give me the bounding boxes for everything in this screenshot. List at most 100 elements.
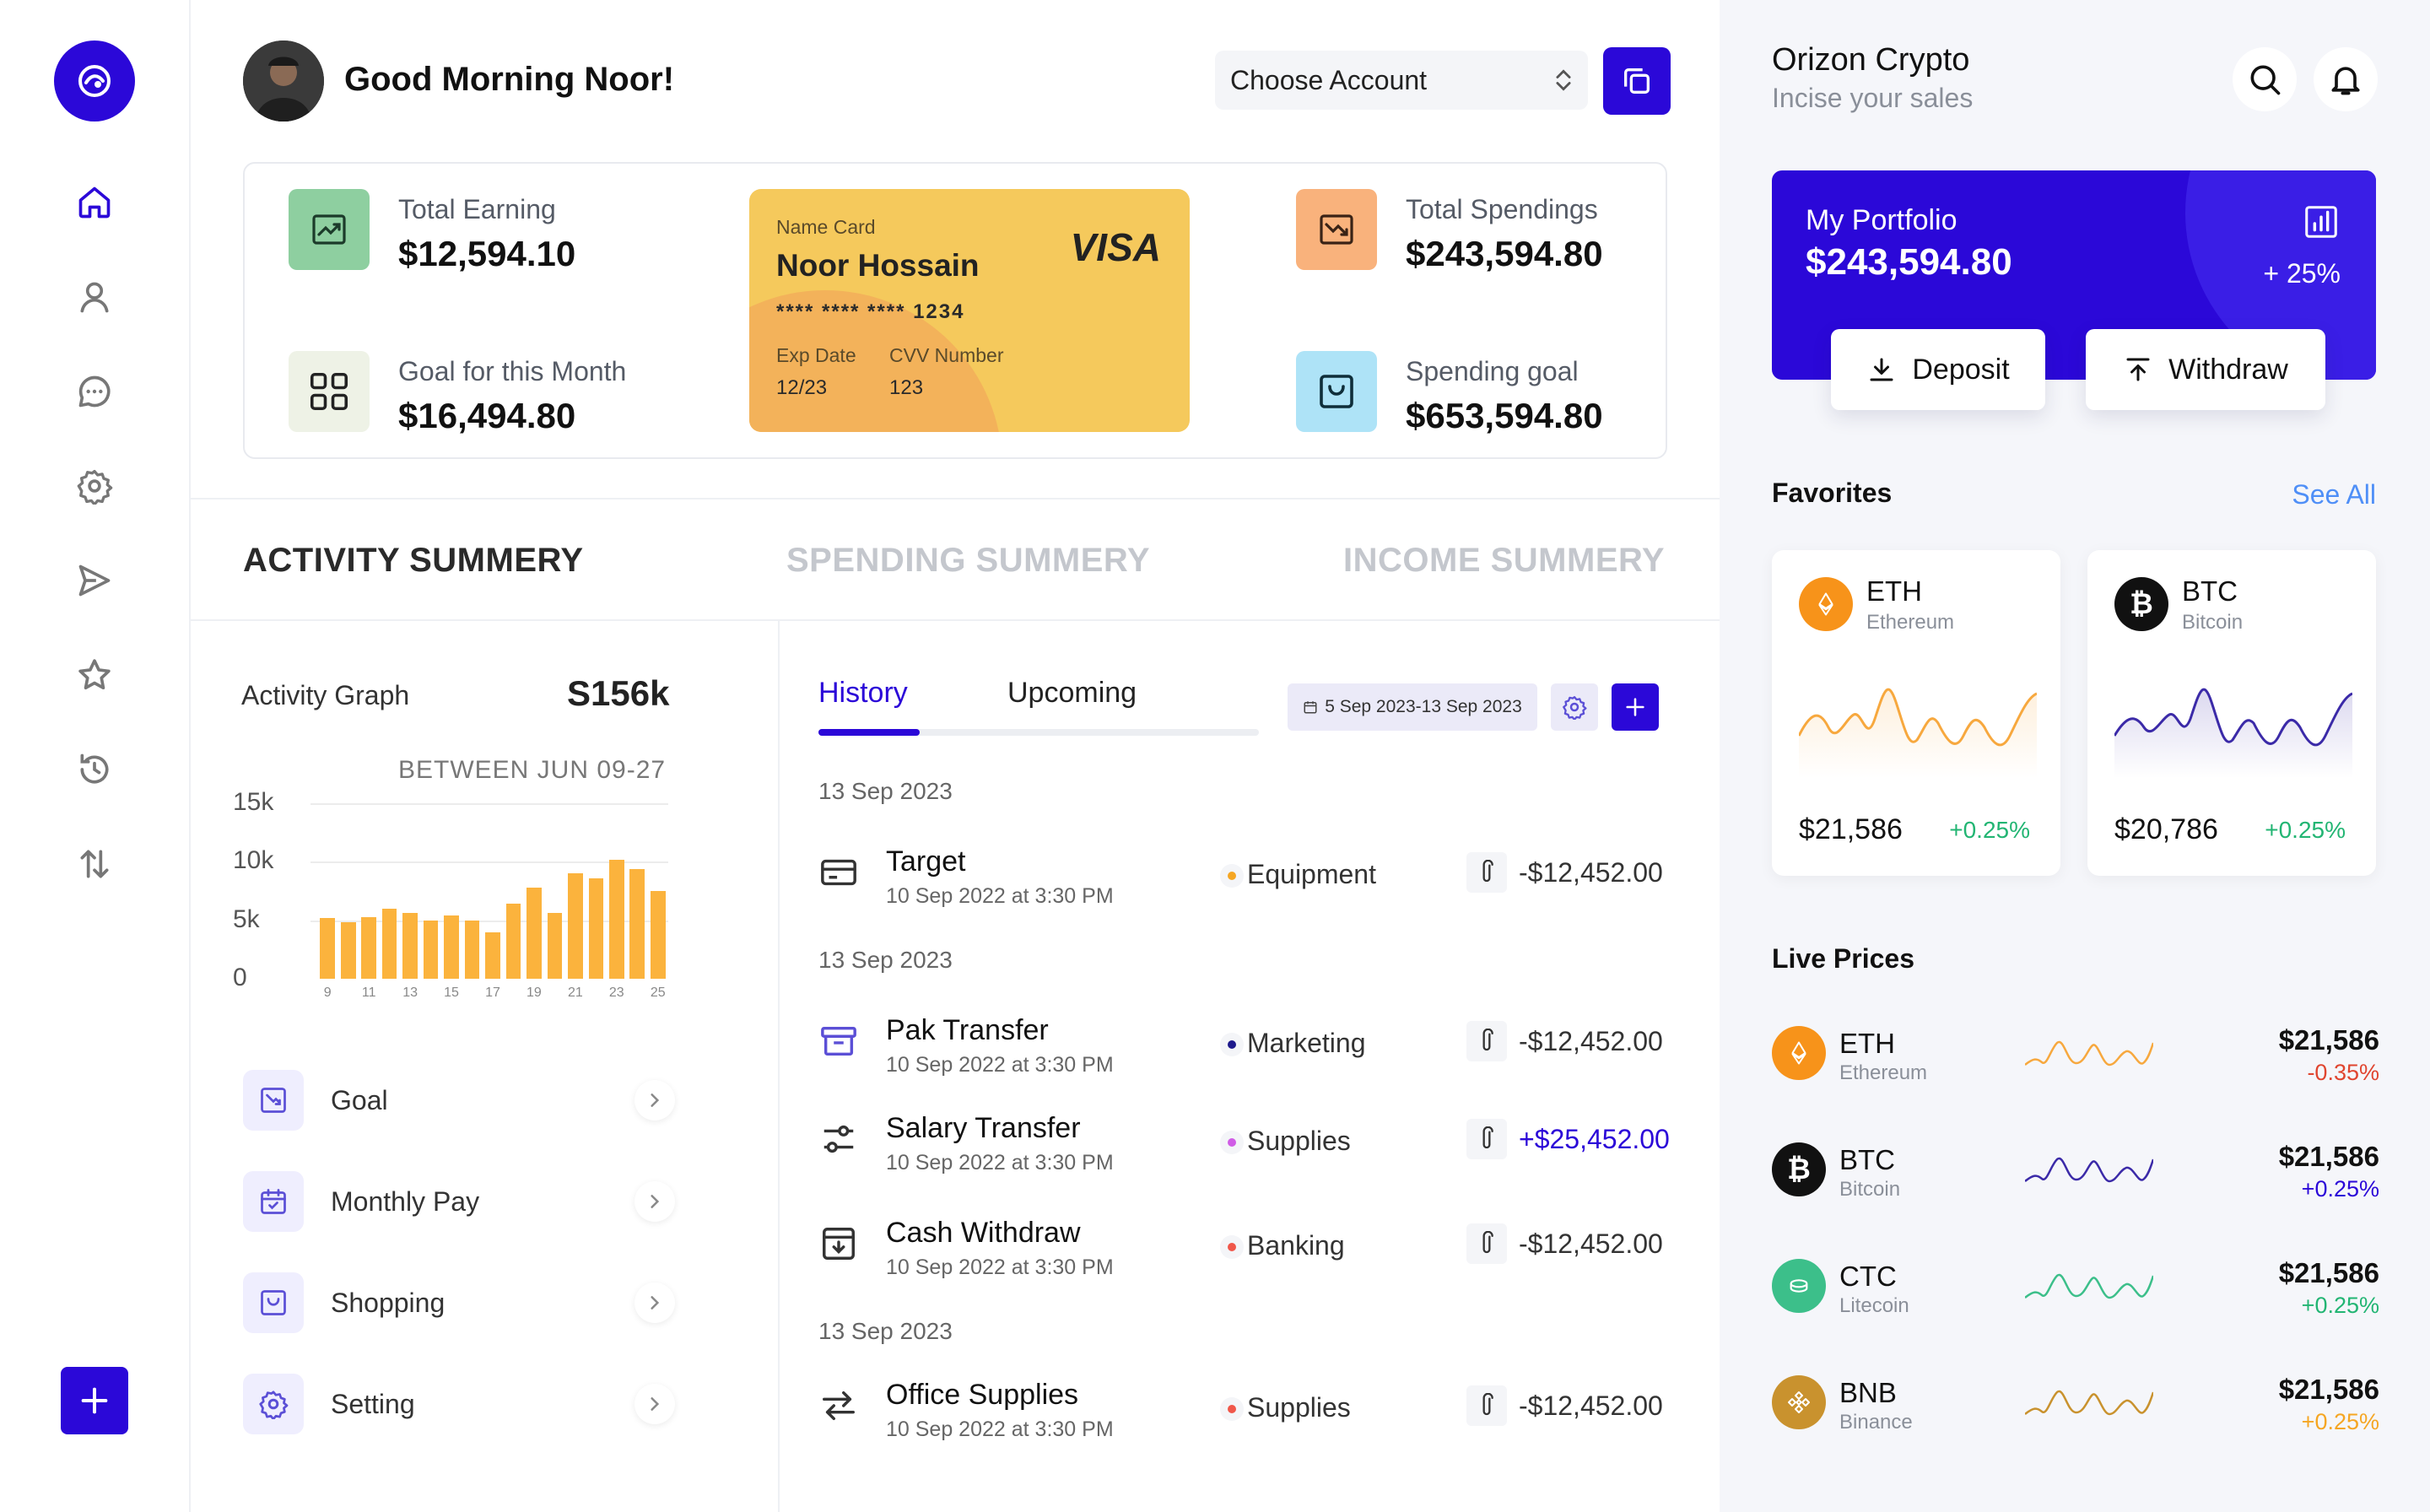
coin-price: $21,586 (2278, 1141, 2379, 1172)
app-logo[interactable] (54, 40, 135, 122)
chevron-right-icon[interactable] (634, 1181, 675, 1222)
tab-income-summery[interactable]: INCOME SUMMERY (1343, 542, 1666, 579)
add-transaction-button[interactable] (1612, 683, 1659, 731)
copy-button[interactable] (1603, 47, 1671, 115)
avatar[interactable] (243, 40, 324, 122)
live-price-row[interactable]: BNB Binance $21,586 +0.25% (1772, 1372, 2379, 1448)
coin-change: +0.25% (2301, 1293, 2379, 1318)
deposit-button[interactable]: Deposit (1831, 329, 2045, 410)
chevron-right-icon[interactable] (634, 1282, 675, 1323)
logo-icon (78, 65, 111, 97)
inbox-icon (243, 1272, 304, 1333)
nav-star-icon[interactable] (71, 651, 118, 699)
trend-up-icon (289, 189, 370, 270)
activity-graph-range: BETWEEN JUN 09-27 (398, 756, 667, 784)
transaction-row[interactable]: Cash Withdraw 10 Sep 2022 at 3:30 PM Ban… (818, 1217, 1696, 1291)
download-box-icon (818, 1223, 859, 1264)
chart-bar (340, 922, 356, 979)
tab-spending-summery[interactable]: SPENDING SUMMERY (786, 542, 1151, 579)
grid-icon (289, 351, 370, 432)
live-price-row[interactable]: ETH Ethereum $21,586 -0.35% (1772, 1023, 2379, 1099)
transaction-name: Salary Transfer (886, 1112, 1081, 1144)
download-icon (1870, 358, 1893, 381)
attachment-icon[interactable] (1466, 1223, 1507, 1264)
nav-send-icon[interactable] (71, 557, 118, 604)
search-button[interactable] (2233, 47, 2297, 111)
copy-icon (1624, 68, 1650, 94)
visa-card[interactable]: Name Card Noor Hossain VISA **** **** **… (749, 189, 1190, 432)
transaction-row[interactable]: Pak Transfer 10 Sep 2022 at 3:30 PM Mark… (818, 1014, 1696, 1088)
favorite-card-btc[interactable]: ₿ BTC Bitcoin $20,786 +0.25% (2087, 550, 2376, 876)
transaction-time: 10 Sep 2022 at 3:30 PM (886, 1418, 1114, 1441)
transaction-row[interactable]: Salary Transfer 10 Sep 2022 at 3:30 PM S… (818, 1112, 1696, 1186)
withdraw-button[interactable]: Withdraw (2086, 329, 2325, 410)
chart-bar (588, 878, 604, 979)
attachment-icon[interactable] (1466, 1021, 1507, 1061)
chart-bar (568, 873, 583, 979)
activity-graph-title: Activity Graph (241, 680, 410, 710)
card-cvv-label: CVV Number (889, 344, 1004, 366)
favorite-card-eth[interactable]: ETH Ethereum $21,586 +0.25% (1772, 550, 2060, 876)
nav-transfer-icon[interactable] (71, 840, 118, 888)
notifications-button[interactable] (2314, 47, 2378, 111)
coin-name: Bitcoin (1839, 1178, 1901, 1201)
attachment-icon[interactable] (1466, 1119, 1507, 1159)
chevron-right-icon[interactable] (634, 1384, 675, 1424)
grid-line (310, 920, 668, 922)
menu-item-goal[interactable]: Goal (243, 1068, 675, 1132)
attachment-icon[interactable] (1466, 1385, 1507, 1426)
menu-item-setting[interactable]: Setting (243, 1372, 675, 1436)
see-all-link[interactable]: See All (2292, 479, 2376, 510)
date-range-picker[interactable]: 5 Sep 2023-13 Sep 2023 (1288, 683, 1537, 731)
transaction-row[interactable]: Office Supplies 10 Sep 2022 at 3:30 PM S… (818, 1379, 1696, 1453)
nav-settings-icon[interactable] (71, 462, 118, 510)
sparkline (2025, 1273, 2153, 1299)
live-price-row[interactable]: CTC Litecoin $21,586 +0.25% (1772, 1256, 2379, 1331)
y-tick-label: 0 (233, 964, 247, 991)
nav-user-icon[interactable] (71, 273, 118, 321)
menu-item-monthly-pay[interactable]: Monthly Pay (243, 1169, 675, 1234)
x-tick-label: 19 (526, 986, 542, 1000)
menu-item-shopping[interactable]: Shopping (243, 1271, 675, 1335)
x-tick-label: 23 (608, 986, 624, 1000)
chart-bar (485, 932, 500, 979)
coin-change: +0.25% (1949, 817, 2030, 843)
transaction-row[interactable]: Target 10 Sep 2022 at 3:30 PM Equipment … (818, 845, 1696, 920)
tab-activity-summery[interactable]: ACTIVITY SUMMERY (243, 542, 584, 579)
panel-title: Orizon Crypto (1772, 42, 1970, 78)
coin-symbol: ETH (1866, 575, 1922, 607)
search-icon (2250, 65, 2281, 95)
account-select-value: Choose Account (1230, 64, 1428, 95)
coin-name: Litecoin (1839, 1294, 1909, 1317)
chart-bar (423, 920, 439, 979)
chart-bar (444, 915, 459, 979)
arrows-swap-icon (818, 1385, 859, 1426)
add-button[interactable] (61, 1367, 128, 1434)
tab-upcoming[interactable]: Upcoming (1007, 677, 1137, 709)
coin-price: $21,586 (2278, 1257, 2379, 1288)
nav-home-icon[interactable] (71, 179, 118, 226)
stat-label: Total Earning (398, 194, 556, 224)
date-range-text: 5 Sep 2023-13 Sep 2023 (1325, 697, 1522, 716)
grid-line (310, 861, 668, 864)
nav-history-icon[interactable] (71, 746, 118, 793)
coin-change: -0.35% (2307, 1060, 2379, 1085)
coin-symbol: ETH (1839, 1028, 1895, 1059)
menu-item-label: Monthly Pay (331, 1185, 480, 1217)
chart-bar (505, 904, 521, 979)
filter-settings-button[interactable] (1551, 683, 1598, 731)
greeting-title: Good Morning Noor! (344, 61, 675, 98)
tab-history[interactable]: History (818, 677, 908, 709)
attachment-icon[interactable] (1466, 852, 1507, 893)
ethereum-icon (1799, 577, 1853, 631)
chart-bar (650, 891, 666, 979)
coin-name: Ethereum (1839, 1061, 1928, 1084)
grid-line (310, 803, 668, 805)
stat-label: Goal for this Month (398, 356, 627, 386)
chevron-right-icon[interactable] (634, 1080, 675, 1120)
live-price-row[interactable]: ₿ BTC Bitcoin $21,586 +0.25% (1772, 1139, 2379, 1215)
nav-chat-icon[interactable] (71, 368, 118, 415)
bar-chart-icon (2302, 202, 2341, 241)
transaction-amount: -$12,452.00 (1519, 1228, 1663, 1259)
account-select[interactable]: Choose Account (1215, 51, 1588, 110)
